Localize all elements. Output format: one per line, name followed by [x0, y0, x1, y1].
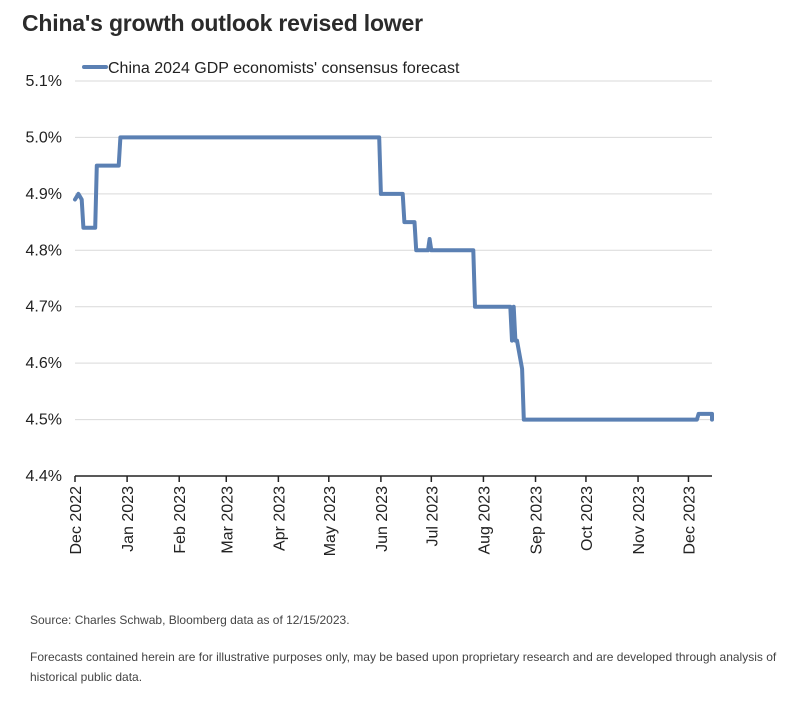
legend: China 2024 GDP economists' consensus for…: [82, 60, 460, 77]
y-tick-label: 4.7%: [26, 299, 62, 316]
x-tick-label: Dec 2022: [68, 486, 85, 555]
source-note: Source: Charles Schwab, Bloomberg data a…: [30, 613, 350, 627]
x-tick-label: Sep 2023: [529, 486, 546, 555]
y-tick-label: 5.1%: [26, 73, 62, 90]
y-tick-label: 4.4%: [26, 468, 62, 485]
x-tick-label: Jul 2023: [424, 486, 441, 547]
x-axis: Dec 2022 Jan 2023 Feb 2023 Mar 2023 Apr 2023…: [68, 475, 712, 556]
x-tick-label: Apr 2023: [271, 486, 288, 551]
x-tick-label: Feb 2023: [172, 486, 189, 554]
x-tick-label: Mar 2023: [219, 486, 236, 554]
y-tick-label: 4.8%: [26, 242, 62, 259]
x-tick-label: Nov 2023: [631, 486, 648, 555]
y-tick-label: 4.9%: [26, 186, 62, 203]
x-tick-label: Jan 2023: [120, 486, 137, 552]
chart-title: China's growth outlook revised lower: [22, 10, 423, 36]
series-line: [73, 135, 714, 422]
legend-label: China 2024 GDP economists' consensus for…: [108, 60, 460, 77]
line-chart: 4.4% 4.5% 4.6% 4.7% 4.8% 4.9% 5.0% 5.1% Dec 202…: [26, 60, 714, 556]
x-tick-label: Aug 2023: [476, 486, 493, 555]
x-tick-label: May 2023: [322, 486, 339, 556]
y-tick-label: 4.5%: [26, 412, 62, 429]
y-axis: 4.4% 4.5% 4.6% 4.7% 4.8% 4.9% 5.0% 5.1%: [26, 73, 62, 485]
x-tick-label: Oct 2023: [579, 486, 596, 551]
y-tick-label: 4.6%: [26, 355, 62, 372]
gridlines: [75, 80, 712, 421]
x-tick-label: Dec 2023: [681, 486, 698, 555]
disclaimer-note: Forecasts contained herein are for illus…: [30, 650, 777, 684]
series-group: [73, 135, 714, 422]
y-tick-label: 5.0%: [26, 129, 62, 146]
x-tick-label: Jun 2023: [374, 486, 391, 552]
